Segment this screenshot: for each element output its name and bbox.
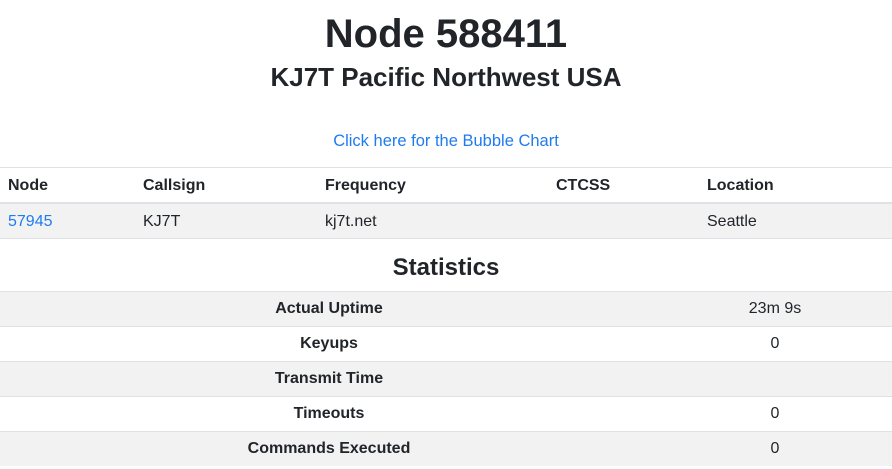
stat-label: Timeouts: [0, 395, 658, 432]
stat-row-keyups: Keyups 0: [0, 325, 892, 362]
statistics-heading: Statistics: [392, 254, 500, 282]
node-row: 57945 KJ7T kj7t.net Seattle: [0, 203, 892, 239]
column-header-ctcss: CTCSS: [548, 167, 699, 205]
bubble-chart-link[interactable]: Click here for the Bubble Chart: [333, 132, 559, 151]
stat-value: 0: [658, 395, 892, 432]
stat-value: [658, 360, 892, 397]
location-cell: Seattle: [707, 212, 757, 230]
stat-row-actual-uptime: Actual Uptime 23m 9s: [0, 290, 892, 327]
stat-label: Commands Executed: [0, 430, 658, 466]
stat-value: 23m 9s: [658, 290, 892, 327]
column-header-callsign: Callsign: [135, 167, 317, 205]
page-subtitle: KJ7T Pacific Northwest USA: [270, 62, 622, 92]
node-link[interactable]: 57945: [8, 212, 53, 230]
ctcss-cell: [548, 203, 699, 239]
stat-label: Actual Uptime: [0, 290, 658, 327]
stat-value: 0: [658, 325, 892, 362]
page-title: Node 588411: [324, 12, 568, 56]
stat-label: Keyups: [0, 325, 658, 362]
frequency-cell: kj7t.net: [325, 212, 377, 230]
stat-row-transmit-time: Transmit Time: [0, 360, 892, 397]
column-header-node: Node: [0, 167, 135, 205]
stat-value: 0: [658, 430, 892, 466]
callsign-cell: KJ7T: [143, 212, 181, 230]
stat-label: Transmit Time: [0, 360, 658, 397]
nodes-table-header-row: Node Callsign Frequency CTCSS Location: [0, 167, 892, 205]
column-header-location: Location: [699, 167, 892, 205]
column-header-frequency: Frequency: [317, 167, 548, 205]
statistics-table: Actual Uptime 23m 9s Keyups 0 Transmit T…: [0, 290, 892, 466]
node-cell: 57945: [0, 203, 135, 239]
stat-row-commands-executed: Commands Executed 0: [0, 430, 892, 466]
stat-row-timeouts: Timeouts 0: [0, 395, 892, 432]
bubble-chart-link-row: Click here for the Bubble Chart: [0, 131, 892, 151]
nodes-table: Node Callsign Frequency CTCSS Location 5…: [0, 167, 892, 240]
